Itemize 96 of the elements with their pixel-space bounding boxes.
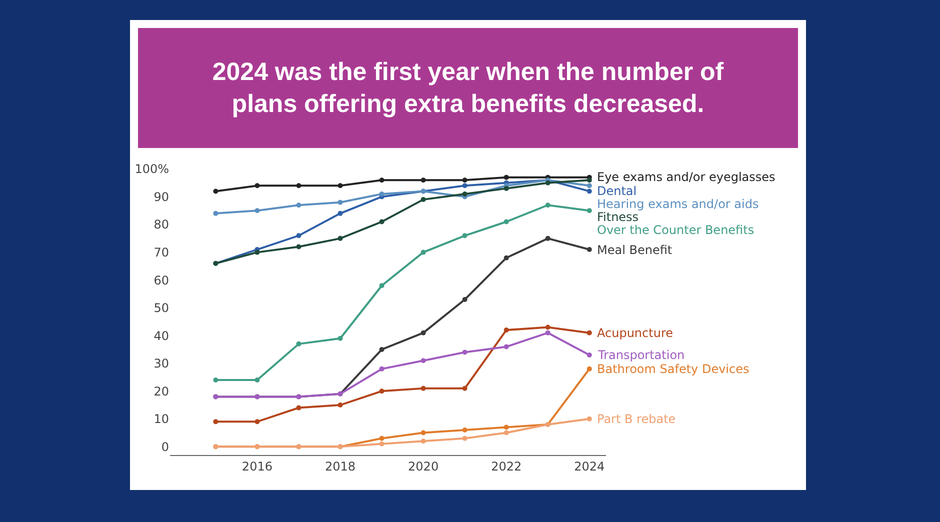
point [586,183,592,188]
series-label: Part B rebate [597,412,676,426]
x-tick-label: 2020 [408,459,439,474]
point [254,419,260,424]
point [338,402,343,408]
y-tick-label: 50 [154,301,169,316]
point [338,336,343,341]
y-tick-label: 10 [154,412,169,426]
point [296,244,302,250]
point [379,219,384,224]
chart-title: 2024 was the first year when the number of plans offering extra benefits decreased. [138,28,798,148]
point [338,236,343,241]
point [545,330,550,336]
point [545,236,550,241]
point [504,186,509,191]
point [338,200,343,205]
point [504,344,509,350]
point [504,424,509,430]
point [504,219,509,224]
x-tick-label: 2022 [491,459,522,474]
point [504,255,509,260]
point [296,202,302,208]
point [462,191,468,196]
x-tick-label: 2018 [324,459,356,474]
point [462,297,468,302]
point [586,366,592,372]
point [338,210,343,216]
point [462,386,468,391]
point [379,441,384,446]
point [254,208,260,214]
point [296,405,302,410]
point [420,438,426,444]
series-label: Acupuncture [597,326,673,340]
point [213,419,218,424]
x-tick-label: 2016 [242,459,272,474]
point [462,428,468,433]
point [420,386,426,391]
point [462,350,468,355]
series-label: Eye exams and/or eyeglasses [597,170,776,184]
y-tick-label: 90 [154,190,169,204]
series-label: Dental [597,184,637,198]
point [504,174,509,180]
point [504,430,509,436]
point [462,436,468,441]
series-label: Meal Benefit [597,243,672,257]
point [296,183,302,188]
point [420,430,426,436]
point [254,378,260,383]
point [586,416,592,422]
point [338,183,343,188]
point [379,283,384,288]
y-tick-label: 80 [154,218,169,232]
point [213,378,218,383]
point [296,341,302,346]
y-tick-label: 70 [154,246,169,260]
point [379,191,384,196]
series-label: Transportation [597,348,685,362]
y-tick-label: 30 [154,356,169,371]
point [586,178,592,183]
series-label: Bathroom Safety Devices [597,362,750,376]
point [420,330,426,336]
point [462,178,468,183]
point [213,188,218,194]
point [586,188,592,194]
point [254,183,260,188]
x-tick-label: 2024 [574,459,605,474]
y-tick-label: 0 [161,440,169,454]
point [586,208,592,214]
point [296,233,302,238]
point [213,210,218,216]
point [586,247,592,252]
series-label: Over the Counter Benefits [597,223,754,237]
point [379,346,384,352]
point [379,366,384,372]
y-tick-label: 60 [154,273,169,288]
point [420,178,426,183]
y-tick-label: 100% [134,162,169,176]
text: Fitness [597,210,639,224]
y-tick-label: 20 [154,384,169,398]
series-label: Hearing exams and/or aids [597,197,759,211]
point [586,330,592,336]
point [545,324,550,330]
point [379,178,384,183]
point [462,183,468,188]
point [462,233,468,238]
point [420,358,426,364]
point [420,197,426,202]
point [254,250,260,255]
point [504,328,509,333]
point [379,436,384,441]
point [586,352,592,358]
y-tick-label: 40 [154,328,169,343]
point [420,250,426,255]
point [545,180,550,186]
point [545,202,550,208]
point [379,388,384,394]
